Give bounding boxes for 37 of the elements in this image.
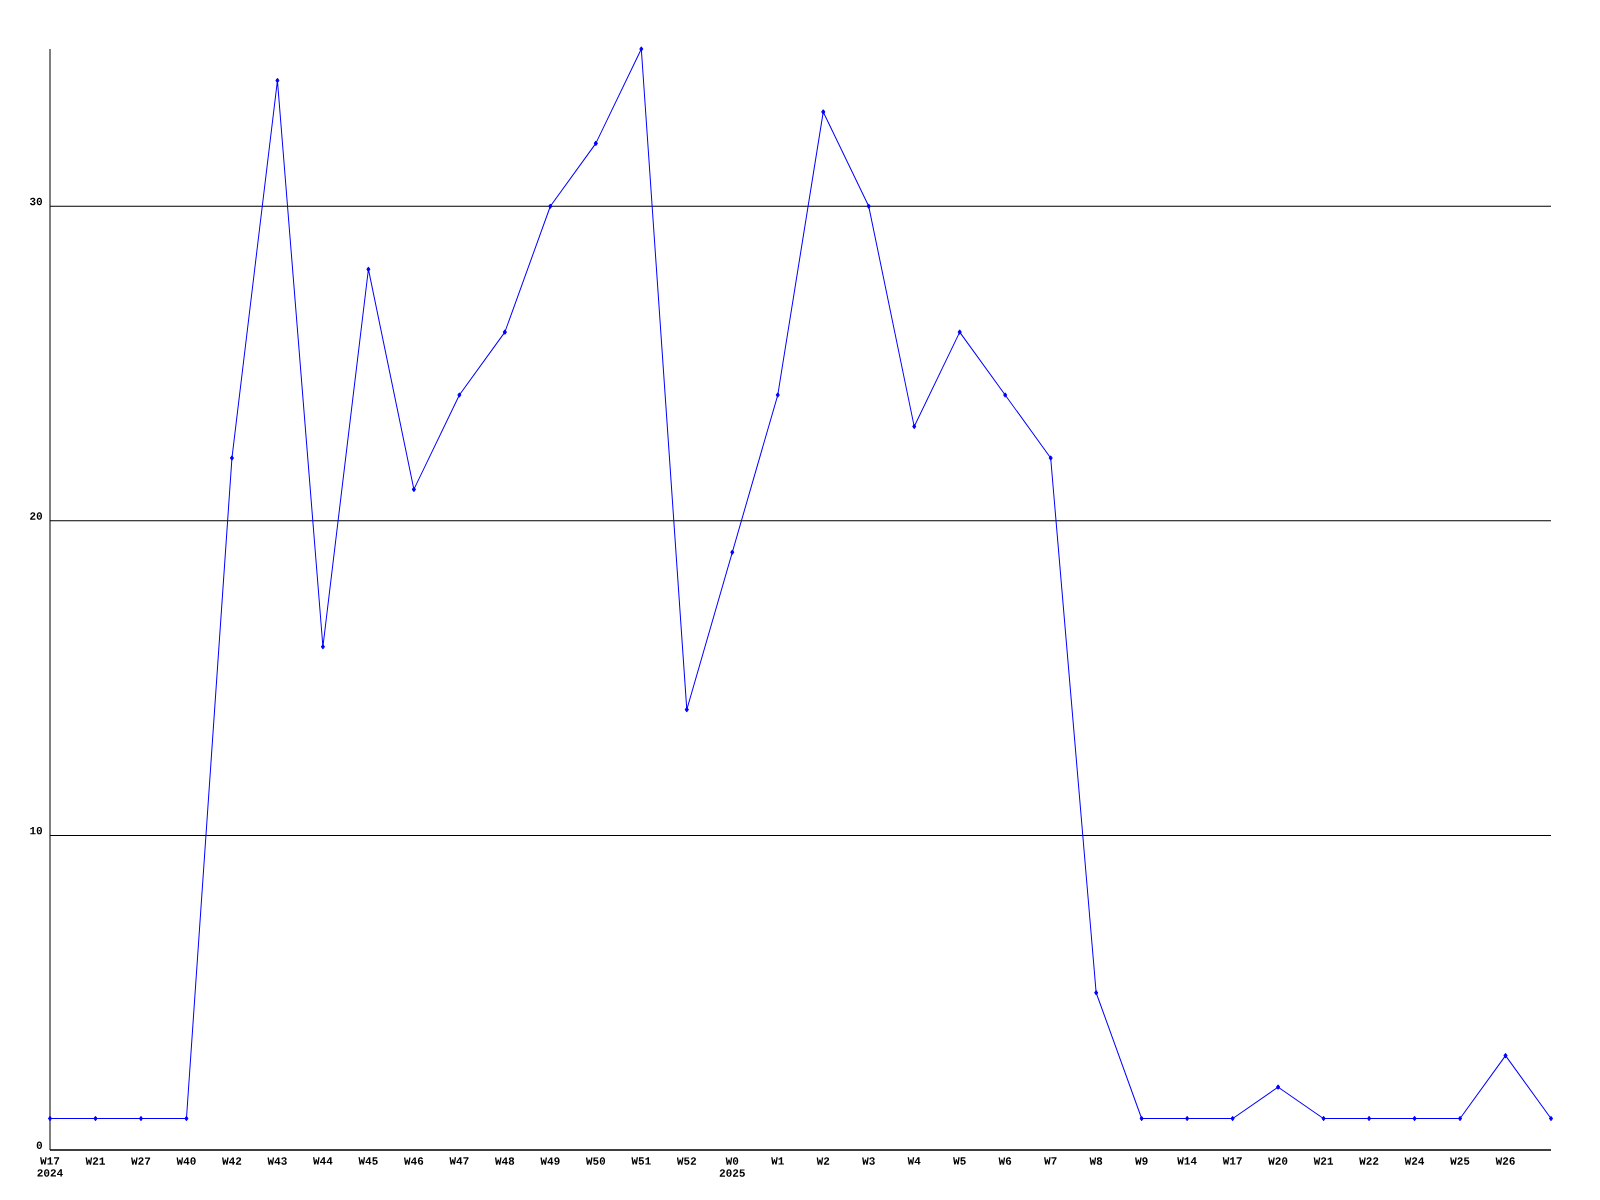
y-tick-label: 20 <box>30 512 43 520</box>
x-tick-label: W24 <box>1404 1157 1425 1165</box>
x-tick-label: W40 <box>176 1157 196 1165</box>
x-tick-label: W50 <box>585 1157 606 1165</box>
x-tick-label: W22 <box>1359 1157 1379 1165</box>
x-tick-label: W51 <box>631 1157 651 1165</box>
x-tick-label: W7 <box>1044 1157 1057 1165</box>
x-tick-label: W0 2025 <box>719 1157 745 1177</box>
y-tick-label: 30 <box>29 197 43 206</box>
x-tick-label: W17 2024 <box>37 1157 63 1177</box>
x-tick-label: W3 <box>862 1157 875 1165</box>
x-tick-label: W47 <box>449 1157 469 1165</box>
x-tick-label: W14 <box>1177 1157 1197 1165</box>
x-tick-label: W6 <box>998 1157 1012 1165</box>
x-tick-label: W25 <box>1450 1157 1470 1165</box>
x-tick-label: W45 <box>358 1157 378 1165</box>
x-tick-label: W42 <box>222 1157 242 1165</box>
x-tick-label: W4 <box>907 1157 921 1165</box>
x-tick-label: W1 <box>771 1157 784 1165</box>
y-tick-label: 0 <box>36 1141 43 1149</box>
x-tick-label: W5 <box>953 1157 966 1165</box>
x-tick-label: W52 <box>676 1157 697 1165</box>
x-tick-label: W21 <box>1313 1157 1334 1165</box>
x-tick-label: W8 <box>1089 1157 1103 1165</box>
x-tick-label: W43 <box>267 1157 287 1165</box>
x-tick-label: W17 <box>1222 1157 1242 1165</box>
x-tick-label: W9 <box>1135 1157 1148 1165</box>
x-tick-label: W27 <box>131 1157 151 1165</box>
x-tick-label: W20 <box>1268 1157 1288 1165</box>
x-tick-label: W48 <box>494 1157 515 1165</box>
y-tick-label: 10 <box>30 826 43 835</box>
x-tick-label: W21 <box>85 1157 105 1165</box>
x-tick-label: W2 <box>816 1157 830 1165</box>
x-tick-label: W26 <box>1495 1157 1515 1165</box>
x-tick-label: W49 <box>540 1157 560 1165</box>
x-tick-label: W46 <box>403 1157 424 1165</box>
x-tick-label: W44 <box>313 1157 333 1165</box>
